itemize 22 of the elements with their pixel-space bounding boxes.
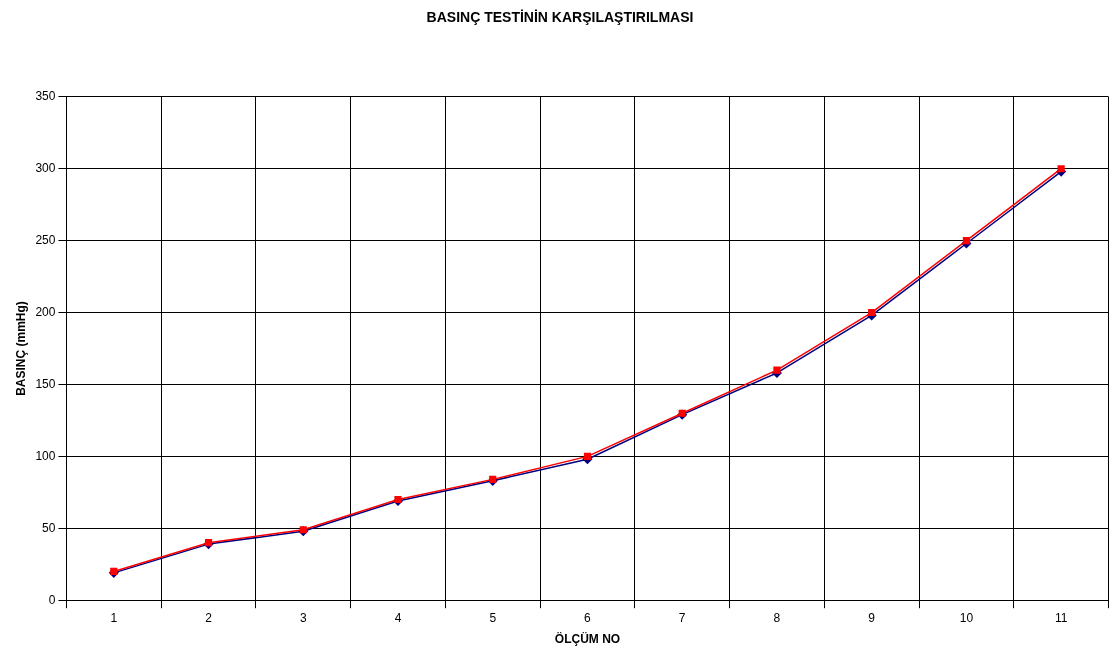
x-tick-label: 3	[299, 610, 307, 625]
y-tick-label: 100	[35, 448, 56, 463]
y-tick-label: 150	[35, 376, 56, 391]
y-tick-label: 300	[35, 161, 56, 176]
y-axis-title: BASINÇ (mmHg)	[13, 301, 28, 396]
x-tick-label: 10	[959, 610, 974, 625]
chart-title: BASINÇ TESTİNİN KARŞILAŞTIRILMASI	[426, 9, 694, 26]
x-tick-label: 4	[394, 610, 402, 625]
x-tick-label: 7	[678, 610, 686, 625]
y-tick-label: 350	[35, 89, 56, 104]
y-tick-label: 0	[48, 592, 56, 607]
x-tick-label: 8	[773, 610, 781, 625]
x-axis-title: ÖLÇÜM NO	[554, 631, 621, 647]
x-tick-label: 9	[868, 610, 876, 625]
y-tick-label: 250	[35, 232, 56, 247]
x-tick-label: 2	[205, 610, 213, 625]
x-tick-label: 5	[489, 610, 497, 625]
y-tick-label: 200	[35, 304, 56, 319]
x-tick-label: 1	[110, 610, 118, 625]
x-tick-label: 6	[584, 610, 592, 625]
x-tick-label: 11	[1054, 610, 1068, 625]
y-tick-label: 50	[42, 520, 56, 535]
